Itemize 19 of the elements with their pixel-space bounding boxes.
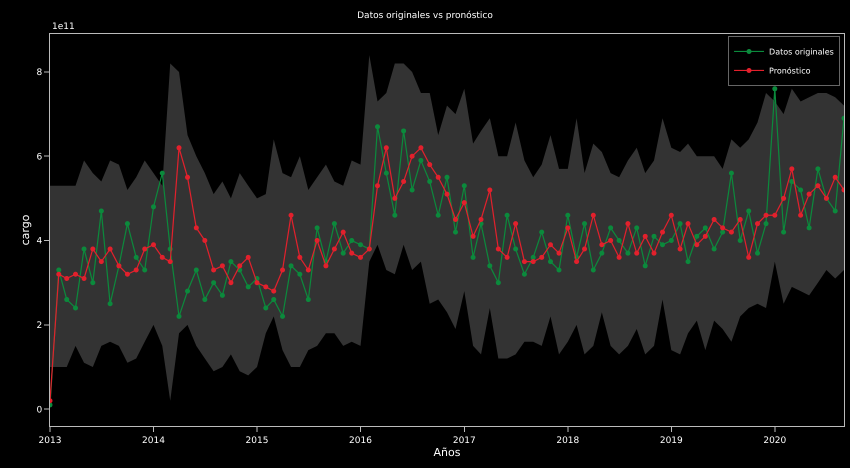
- x-tick-label: 2016: [349, 436, 372, 446]
- legend-label: Pronóstico: [769, 66, 811, 76]
- y-axis-title: cargo: [19, 214, 32, 246]
- y-tick-label: 6: [36, 152, 42, 162]
- text: 1e11: [52, 22, 75, 32]
- y-tick-label: 8: [36, 68, 42, 78]
- y-tick-label: 4: [36, 236, 42, 247]
- legend-label: Datos originales: [769, 48, 834, 57]
- y-tick-label: 2: [36, 320, 42, 331]
- x-tick-label: 2014: [142, 436, 166, 446]
- x-tick-label: 2020: [763, 436, 787, 446]
- y-tick-label: 0: [36, 405, 42, 416]
- chart-title: Datos originales vs pronóstico: [357, 10, 494, 21]
- x-axis-title: Años: [434, 446, 461, 459]
- x-tick-label: 2013: [38, 436, 62, 446]
- x-tick-label: 2019: [660, 436, 684, 446]
- x-tick-label: 2015: [246, 436, 268, 446]
- x-tick-label: 2018: [556, 436, 580, 446]
- x-tick-label: 2017: [452, 436, 476, 446]
